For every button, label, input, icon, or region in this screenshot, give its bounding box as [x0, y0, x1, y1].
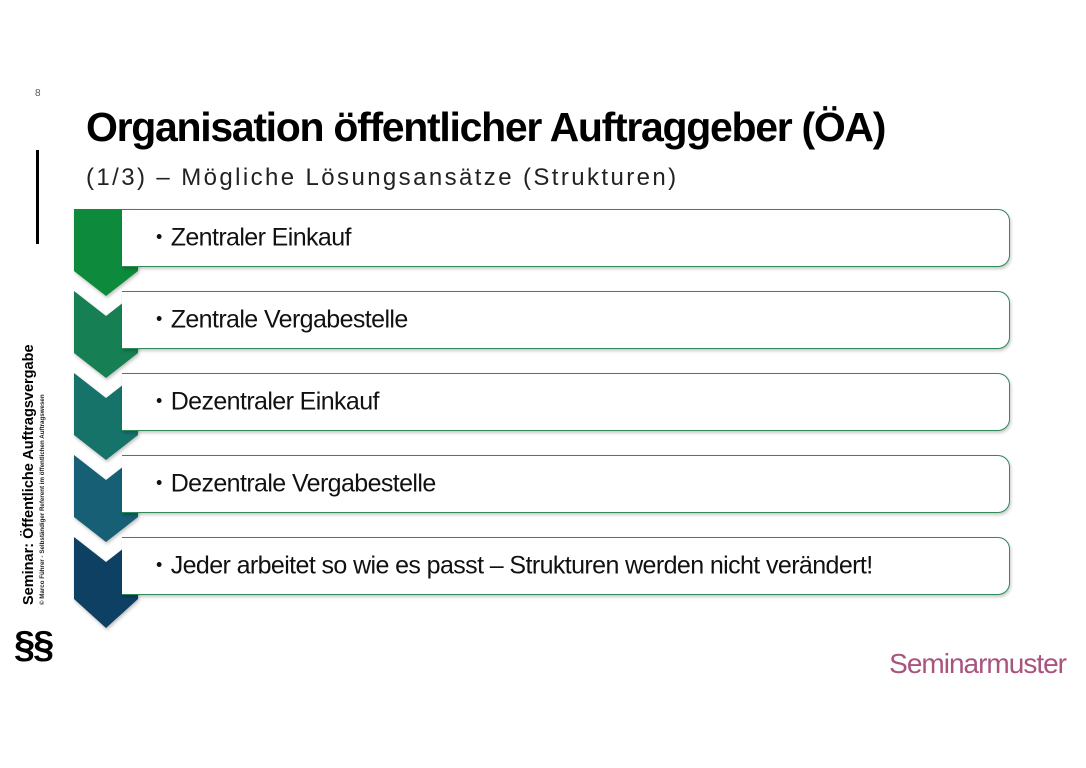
process-step-label: • Dezentrale Vergabestelle: [156, 470, 436, 499]
bullet-icon: •: [156, 226, 162, 247]
process-step-label: • Zentrale Vergabestelle: [156, 306, 408, 335]
process-step-1: • Zentraler Einkauf: [122, 209, 1010, 267]
paragraph-symbol-icon: §§: [14, 624, 54, 666]
process-step-label: • Jeder arbeitet so wie es passt – Strukt…: [156, 552, 873, 581]
process-step-3: • Dezentraler Einkauf: [122, 373, 1010, 431]
bullet-icon: •: [156, 472, 162, 493]
step-text: Jeder arbeitet so wie es passt – Struktu…: [170, 551, 873, 580]
step-text: Zentrale Vergabestelle: [170, 305, 409, 334]
slide-title: Organisation öffentlicher Auftraggeber (…: [86, 104, 886, 150]
brand-logo: Seminarmuster: [889, 648, 1067, 679]
author-credit: © Marco Führer - Selbständiger Referent …: [38, 394, 46, 605]
seminar-title: Seminar: Öffentliche Auftragsvergabe: [21, 344, 37, 605]
page-number: 8: [35, 88, 41, 99]
bullet-icon: •: [156, 554, 162, 575]
process-step-label: • Zentraler Einkauf: [156, 224, 351, 253]
bullet-icon: •: [156, 390, 162, 411]
side-divider-bar: [36, 150, 39, 244]
step-text: Zentraler Einkauf: [170, 223, 352, 252]
step-text: Dezentraler Einkauf: [170, 387, 380, 416]
slide-subtitle: (1/3) – Mögliche Lösungsansätze (Struktu…: [86, 164, 679, 191]
step-text: Dezentrale Vergabestelle: [170, 469, 437, 498]
process-step-4: • Dezentrale Vergabestelle: [122, 455, 1010, 513]
bullet-icon: •: [156, 308, 162, 329]
sidebar-caption: Seminar: Öffentliche Auftragsvergabe © M…: [21, 344, 47, 605]
process-step-5: • Jeder arbeitet so wie es passt – Strukt…: [122, 537, 1010, 595]
process-step-2: • Zentrale Vergabestelle: [122, 291, 1010, 349]
process-step-label: • Dezentraler Einkauf: [156, 388, 379, 417]
